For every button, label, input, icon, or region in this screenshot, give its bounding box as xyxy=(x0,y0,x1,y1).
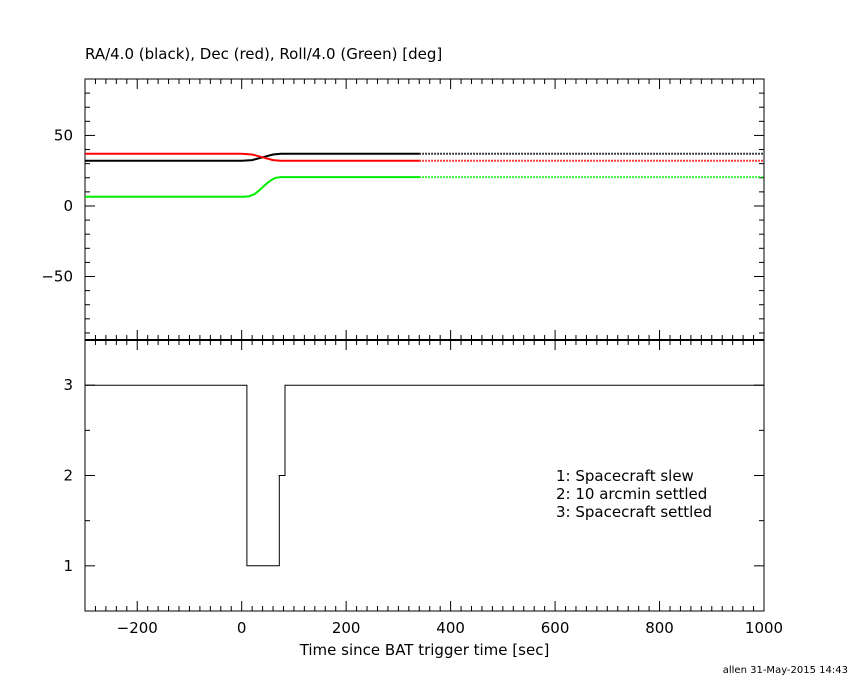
x-tick-label: 200 xyxy=(332,619,361,637)
series-line-1 xyxy=(85,152,420,162)
chart-title: RA/4.0 (black), Dec (red), Roll/4.0 (Gre… xyxy=(85,45,442,63)
legend-item: 1: Spacecraft slew xyxy=(556,467,694,485)
y-tick-label: 3 xyxy=(63,376,73,394)
x-tick-label: −200 xyxy=(117,619,158,637)
y-tick-label: 2 xyxy=(63,467,73,485)
y-tick-label: −50 xyxy=(41,268,73,286)
x-tick-label: 0 xyxy=(237,619,247,637)
y-tick-label: 50 xyxy=(54,126,73,144)
legend-item: 3: Spacecraft settled xyxy=(556,503,712,521)
y-tick-label: 1 xyxy=(63,557,73,575)
top-panel: −50 0 50 RA/4.0 (black), Dec (red), Roll/4.… xyxy=(41,45,765,341)
x-tick-label: 1000 xyxy=(745,619,783,637)
legend-item: 2: 10 arcmin settled xyxy=(556,485,707,503)
footer-credit: allen 31-May-2015 14:43 xyxy=(723,665,848,676)
x-tick-label: 400 xyxy=(436,619,465,637)
series-line-2 xyxy=(85,176,420,198)
x-tick-label: 600 xyxy=(541,619,570,637)
series-line-0 xyxy=(85,384,764,567)
y-tick-label: 0 xyxy=(63,197,73,215)
x-tick-label: 800 xyxy=(645,619,674,637)
plot-frame xyxy=(84,78,765,341)
bottom-panel: 1 2 3 −200 0 200 400 600 800 1000 Time since BAT t… xyxy=(63,339,783,659)
x-axis-label: Time since BAT trigger time [sec] xyxy=(299,641,550,659)
